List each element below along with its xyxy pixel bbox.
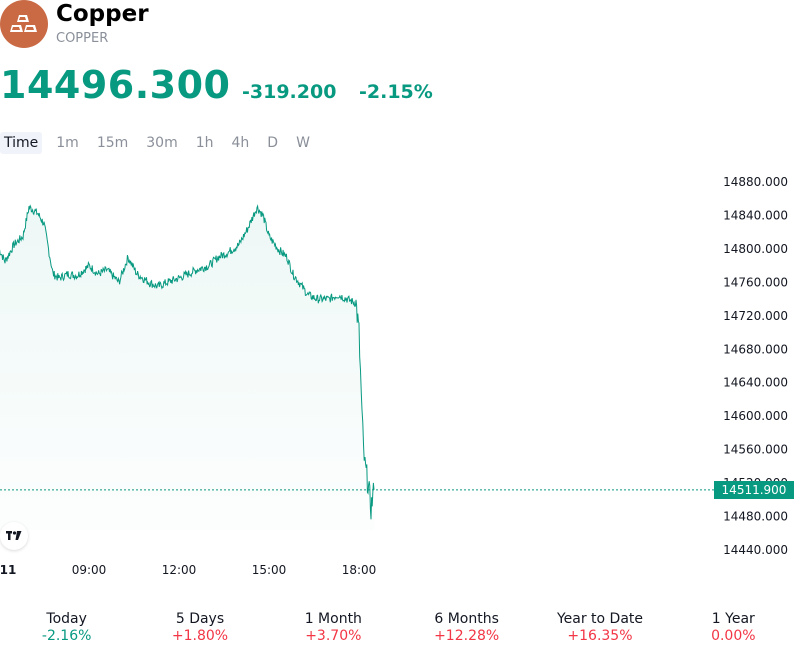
x-tick-label: 09:00 [72, 563, 107, 577]
interval-w[interactable]: W [296, 135, 310, 151]
interval-time[interactable]: Time [0, 132, 43, 154]
interval-1h[interactable]: 1h [195, 135, 214, 151]
performance-year-to-date[interactable]: Year to Date +16.35% [533, 611, 666, 644]
y-tick-label: 14640.000 [723, 376, 788, 390]
x-tick-label: 15:00 [252, 563, 287, 577]
price-change-absolute: -319.200 [242, 81, 337, 103]
performance-label: 5 Days [175, 611, 225, 627]
performance-value: +12.28% [434, 628, 500, 644]
y-tick-label: 14600.000 [723, 409, 788, 423]
performance-1-month[interactable]: 1 Month +3.70% [267, 611, 400, 644]
performance-6-months[interactable]: 6 Months +12.28% [400, 611, 533, 644]
interval-1m[interactable]: 1m [56, 135, 79, 151]
performance-value: 0.00% [711, 628, 756, 644]
performance-label: Year to Date [556, 611, 643, 627]
symbol-ticker: COPPER [56, 31, 109, 46]
y-tick-label: 14720.000 [723, 309, 788, 323]
interval-4h[interactable]: 4h [231, 135, 250, 151]
performance-value: +1.80% [171, 628, 229, 644]
interval-d[interactable]: D [267, 135, 279, 151]
y-tick-label: 14760.000 [723, 275, 788, 289]
y-tick-label: 14840.000 [723, 208, 788, 222]
price-chart[interactable]: 14880.000 14840.000 14800.000 14760.000 1472… [0, 160, 800, 585]
tradingview-logo-icon[interactable] [0, 522, 28, 550]
performance-today[interactable]: Today -2.16% [0, 611, 133, 644]
last-price-label: 14511.900 [714, 481, 794, 499]
price-area-fill [0, 205, 374, 530]
interval-15m[interactable]: 15m [96, 135, 129, 151]
performance-label: Today [46, 611, 87, 627]
performance-bar: Today -2.16% 5 Days +1.80% 1 Month +3.70… [0, 611, 800, 644]
x-tick-label: 11 [0, 563, 16, 577]
price-change-percent: -2.15% [359, 81, 433, 103]
y-tick-label: 14560.000 [723, 443, 788, 457]
y-axis: 14880.000 14840.000 14800.000 14760.000 1472… [723, 175, 788, 557]
price-line [0, 204, 375, 520]
y-tick-label: 14480.000 [723, 510, 788, 524]
interval-selector: Time 1m 15m 30m 1h 4h D W [0, 132, 324, 154]
performance-value: +3.70% [305, 628, 362, 644]
interval-30m[interactable]: 30m [146, 135, 178, 151]
performance-5-days[interactable]: 5 Days +1.80% [133, 611, 266, 644]
performance-value: -2.16% [41, 628, 92, 644]
y-tick-label: 14800.000 [723, 242, 788, 256]
performance-value: +16.35% [567, 628, 633, 644]
copper-logo-icon [0, 0, 48, 48]
y-tick-label: 14440.000 [723, 543, 788, 557]
x-tick-label: 18:00 [342, 563, 377, 577]
performance-label: 1 Month [304, 611, 362, 627]
performance-label: 6 Months [434, 611, 499, 627]
y-tick-label: 14680.000 [723, 342, 788, 356]
y-tick-label: 14880.000 [723, 175, 788, 189]
performance-1-year[interactable]: 1 Year 0.00% [667, 611, 800, 644]
x-axis: 11 09:00 12:00 15:00 18:00 [0, 563, 376, 577]
x-tick-label: 12:00 [162, 563, 197, 577]
symbol-title: Copper [56, 1, 149, 27]
last-price: 14496.300 [0, 63, 231, 107]
performance-label: 1 Year [711, 611, 755, 627]
